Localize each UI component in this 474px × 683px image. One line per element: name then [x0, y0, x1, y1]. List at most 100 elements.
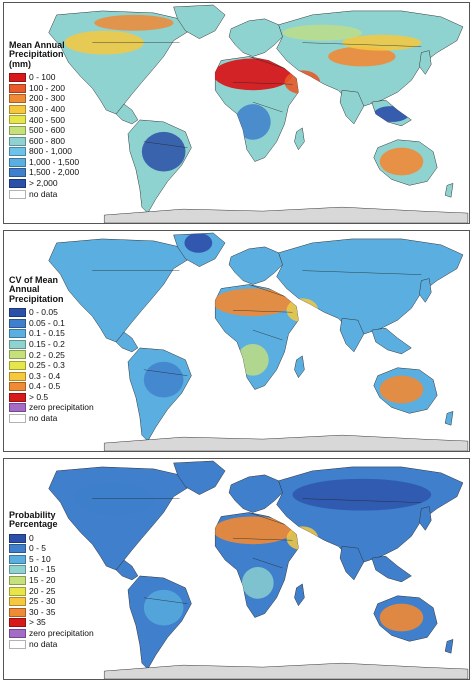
madagascar-landmass [294, 355, 305, 379]
legend-item: 0.3 - 0.4 [9, 371, 94, 382]
congo-region [235, 104, 271, 140]
sahara-region [213, 516, 293, 545]
legend-item: 25 - 30 [9, 596, 94, 607]
legend-swatch [9, 179, 26, 189]
legend-label: zero precipitation [29, 402, 94, 413]
legend-item: 800 - 1,000 [9, 146, 89, 157]
siberia-region [282, 24, 362, 41]
legend-swatch [9, 126, 26, 136]
legend-title: CV of Mean Annual Precipitation [9, 275, 64, 304]
amazon-region [141, 131, 186, 172]
legend-label: 1,000 - 1,500 [29, 156, 80, 167]
legend-item: 600 - 800 [9, 136, 89, 147]
country-border [248, 512, 285, 525]
legend-label: zero precipitation [29, 628, 94, 639]
sahara-region [213, 288, 293, 317]
central-america-landmass [115, 103, 139, 125]
legend-item: > 0.5 [9, 392, 94, 403]
legend-item: 300 - 400 [9, 104, 89, 115]
country-border [143, 141, 188, 148]
europe-landmass [228, 246, 283, 285]
legend-item: 30 - 35 [9, 607, 94, 618]
central-america-landmass [115, 331, 139, 353]
legend-label: 0 - 0.05 [29, 307, 58, 318]
legend-item: 0.2 - 0.25 [9, 350, 94, 361]
legend-label: no data [29, 638, 58, 649]
new-zealand-landmass [444, 638, 454, 654]
mongolia-region [342, 34, 422, 51]
legend-label: 0.25 - 0.3 [29, 360, 65, 371]
legend-label: 0.05 - 0.1 [29, 317, 65, 328]
legend-swatch [9, 104, 26, 114]
central-america-landmass [115, 559, 139, 581]
legend-swatch [9, 136, 26, 146]
legend-swatch [9, 586, 26, 596]
india-landmass [339, 317, 365, 353]
country-border [233, 538, 293, 541]
legend-label: 5 - 10 [29, 553, 51, 564]
legend-swatch [9, 565, 26, 575]
legend-swatch [9, 382, 26, 392]
legend-item: zero precipitation [9, 628, 94, 639]
legend-swatch [9, 414, 26, 424]
arabia-region [284, 70, 321, 95]
legend-title: Probability Percentage [9, 510, 58, 530]
legend-label: 600 - 800 [29, 135, 65, 146]
legend-label: no data [29, 413, 58, 424]
legend-label: 15 - 20 [29, 575, 56, 586]
legend-item: 400 - 500 [9, 115, 89, 126]
new-zealand-landmass [444, 410, 454, 426]
antarctica-landmass [103, 434, 469, 451]
legend-swatch [9, 618, 26, 628]
japan-landmass [419, 278, 432, 303]
greenland-region [184, 232, 213, 253]
legend-swatch [9, 392, 26, 402]
legend-swatch [9, 339, 26, 349]
legend-label: 1,500 - 2,000 [29, 167, 80, 178]
legend-swatch [9, 83, 26, 93]
southeast-asia-landmass [371, 327, 412, 355]
amazon-region [143, 589, 184, 626]
legend-swatch [9, 533, 26, 543]
legend-item: 0.15 - 0.2 [9, 339, 94, 350]
legend-swatch [9, 629, 26, 639]
country-border [233, 310, 293, 313]
southeast-asia-landmass [371, 555, 412, 583]
legend-label: 20 - 25 [29, 585, 56, 596]
world-map [48, 232, 469, 451]
legend-item: no data [9, 413, 94, 424]
legend-swatch [9, 168, 26, 178]
antarctica-landmass [103, 662, 469, 679]
europe-landmass [228, 18, 283, 57]
country-border [143, 369, 188, 376]
central-asia-region [328, 46, 396, 67]
legend-item: 15 - 20 [9, 575, 94, 586]
country-border [302, 498, 422, 503]
legend-swatch [9, 308, 26, 318]
legend-item: 0 - 5 [9, 543, 94, 554]
legend-swatch [9, 318, 26, 328]
madagascar-landmass [294, 127, 305, 151]
legend-label: 10 - 15 [29, 564, 56, 575]
legend-label: 0.4 - 0.5 [29, 381, 61, 392]
legend-label: 200 - 300 [29, 93, 65, 104]
legend-label: > 0.5 [29, 391, 49, 402]
legend-title: Mean Annual Precipitation (mm) [9, 40, 65, 69]
legend-label: 0.2 - 0.25 [29, 349, 65, 360]
new-zealand-landmass [444, 182, 454, 198]
legend-item: no data [9, 639, 94, 650]
legend-item: > 2,000 [9, 178, 89, 189]
legend: CV of Mean Annual Precipitation 0 - 0.05… [9, 275, 94, 424]
greenland-landmass [173, 4, 226, 39]
legend-item: 5 - 10 [9, 554, 94, 565]
legend-label: 0.3 - 0.4 [29, 370, 61, 381]
legend-label: 100 - 200 [29, 82, 65, 93]
japan-landmass [419, 50, 432, 75]
legend-items: 0 - 0.05 0.05 - 0.1 0.1 - 0.15 0.15 - 0.2 0.… [9, 307, 94, 424]
legend-item: 0.1 - 0.15 [9, 329, 94, 340]
legend-item: 0.4 - 0.5 [9, 381, 94, 392]
country-border [143, 597, 188, 604]
